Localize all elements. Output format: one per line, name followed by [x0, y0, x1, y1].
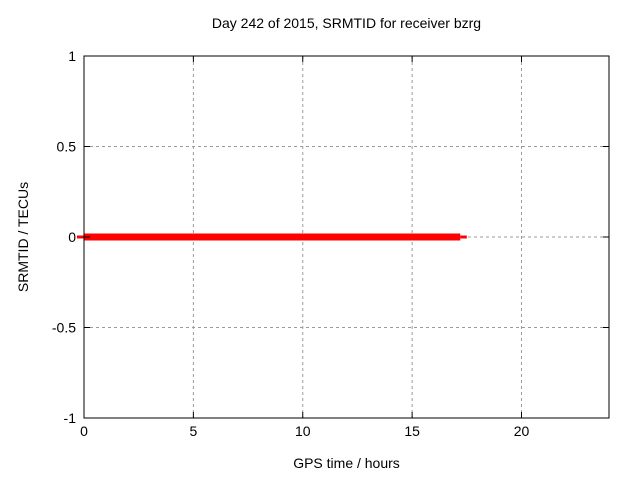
y-tick-label: 0.5 [57, 139, 77, 155]
x-tick-label: 10 [295, 423, 311, 439]
x-tick-label: 20 [514, 423, 530, 439]
y-axis-label: SRMTID / TECUs [15, 181, 31, 293]
y-tick-label: -0.5 [52, 320, 76, 336]
plot-border [83, 55, 610, 419]
y-tick-label: 0 [68, 229, 76, 245]
x-axis-label: GPS time / hours [293, 455, 400, 471]
x-tick-label: 0 [80, 423, 88, 439]
series-line-tail [460, 235, 467, 239]
x-tick-label: 15 [404, 423, 420, 439]
x-tick-label: 5 [189, 423, 197, 439]
series-marker-overhang [77, 235, 84, 239]
chart-title: Day 242 of 2015, SRMTID for receiver bzr… [211, 15, 482, 31]
y-tick-label: 1 [68, 48, 76, 64]
y-tick-label: -1 [64, 410, 77, 426]
series-line-srmtid [84, 233, 461, 241]
